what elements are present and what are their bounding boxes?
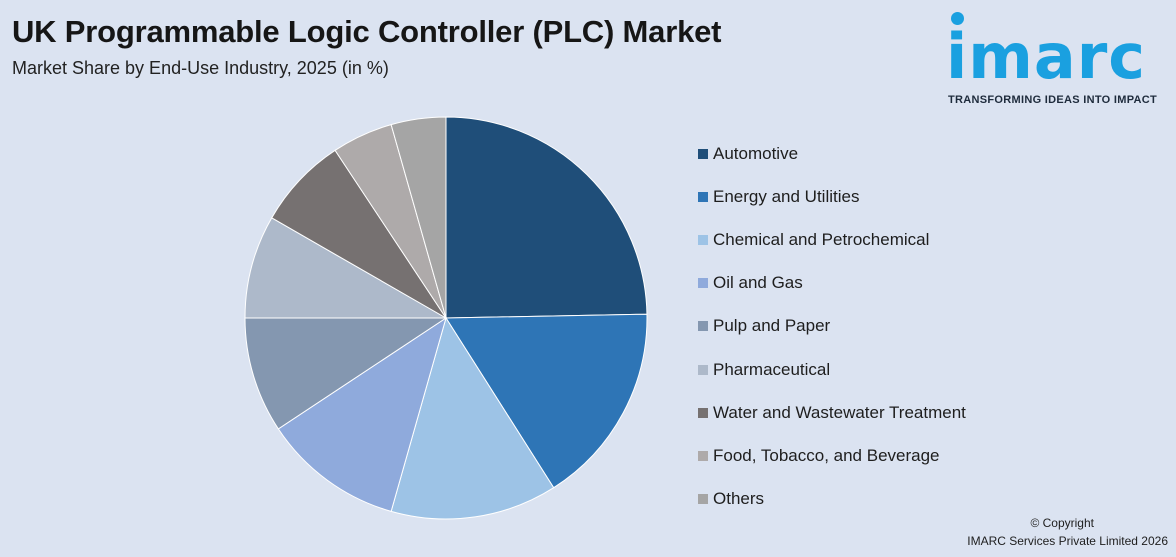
chart-subtitle: Market Share by End-Use Industry, 2025 (…: [12, 58, 389, 78]
legend-label: Others: [713, 489, 765, 509]
legend-swatch: [698, 321, 708, 332]
legend-item: Chemical and Petrochemical: [698, 218, 966, 261]
legend-swatch: [698, 450, 708, 461]
legend-swatch: [698, 278, 708, 289]
legend-label: Pulp and Paper: [713, 316, 831, 336]
legend-item: Energy and Utilities: [698, 175, 966, 218]
legend-item: Pulp and Paper: [698, 305, 966, 348]
legend-item: Food, Tobacco, and Beverage: [698, 434, 966, 477]
copyright-text: © Copyright: [1030, 516, 1094, 530]
legend-swatch: [698, 234, 708, 245]
company-text: IMARC Services Private Limited 2026: [967, 534, 1168, 548]
legend-swatch: [698, 407, 708, 418]
pie-slice-pharmaceutical: [244, 217, 448, 319]
legend-item: Automotive: [698, 132, 966, 175]
legend-item: Water and Wastewater Treatment: [698, 391, 966, 434]
chart-title: UK Programmable Logic Controller (PLC) M…: [12, 14, 722, 49]
legend-label: Chemical and Petrochemical: [713, 229, 930, 249]
logo-tagline: TRANSFORMING IDEAS INTO IMPACT: [948, 94, 1158, 106]
logo-wordmark: imarc: [946, 20, 1147, 93]
pie-slice-automotive: [445, 116, 648, 319]
legend-label: Water and Wastewater Treatment: [713, 402, 966, 422]
pie-slice-pulp-and-paper: [244, 317, 448, 430]
legend-label: Pharmaceutical: [713, 359, 831, 379]
legend-label: Automotive: [713, 143, 799, 163]
legend-label: Oil and Gas: [713, 273, 803, 293]
pie-slice-energy-and-utilities: [445, 313, 648, 489]
pie-slice-oil-and-gas: [277, 316, 447, 512]
legend-label: Food, Tobacco, and Beverage: [713, 445, 940, 465]
legend-item: Others: [698, 478, 966, 521]
logo-dot-icon: [951, 12, 964, 25]
chart-legend: Automotive Energy and Utilities Chemical a…: [698, 132, 966, 521]
imarc-logo: imarc TRANSFORMING IDEAS INTO IMPACT: [946, 10, 1170, 108]
legend-label: Energy and Utilities: [713, 186, 860, 206]
legend-swatch: [698, 191, 708, 202]
legend-swatch: [698, 494, 708, 505]
legend-swatch: [698, 148, 708, 159]
legend-item: Oil and Gas: [698, 262, 966, 305]
legend-item: Pharmaceutical: [698, 348, 966, 391]
pie-slice-others: [390, 116, 447, 319]
legend-swatch: [698, 364, 708, 375]
